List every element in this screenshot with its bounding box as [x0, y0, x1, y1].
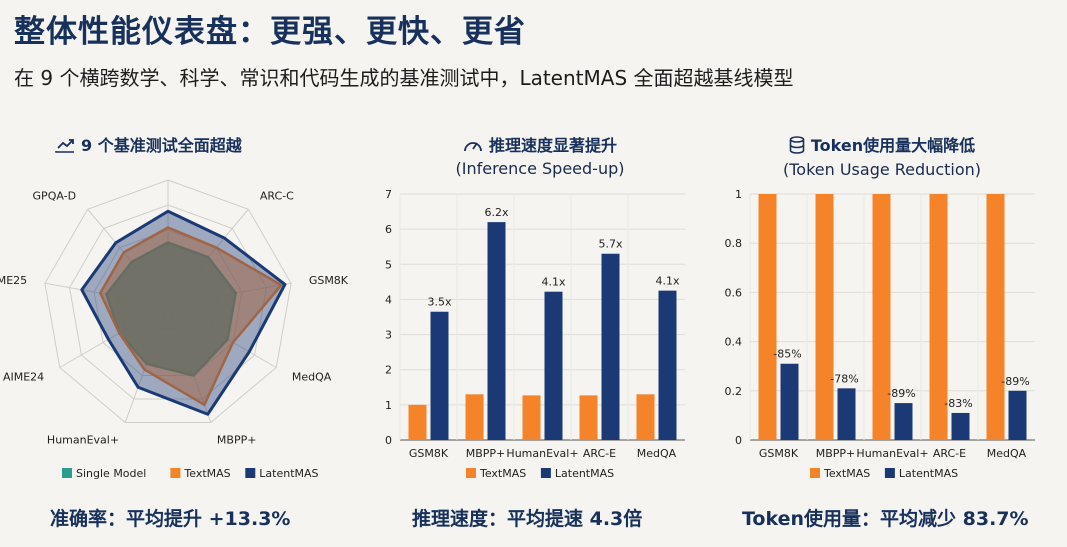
bar-value-label: 6.2x: [484, 206, 508, 219]
y-tick-label: 0.6: [725, 286, 743, 299]
bar-latentmas-gsm8k: [430, 311, 449, 440]
bar-value-label: 3.5x: [427, 296, 451, 309]
x-tick-label: MBPP+: [816, 447, 856, 460]
token-footer: Token使用量：平均减少 83.7%: [742, 508, 1029, 530]
legend-swatch: [810, 468, 820, 478]
legend-swatch: [540, 468, 551, 478]
y-tick-label: 6: [385, 223, 392, 236]
y-tick-label: 2: [385, 364, 392, 377]
legend-label: TextMAS: [479, 467, 526, 480]
bar-textmas-humaneval: [872, 194, 891, 440]
bar-latentmas-humaneval: [894, 403, 913, 440]
y-tick-label: 7: [385, 188, 392, 201]
bar-latentmas-gsm8k: [780, 363, 799, 440]
bar-value-label: 4.1x: [655, 275, 679, 288]
token-panel-title-en: (Token Usage Reduction): [782, 159, 981, 179]
bar-textmas-medqa: [636, 394, 655, 440]
legend-swatch: [466, 468, 476, 478]
bar-textmas-arce: [929, 194, 948, 440]
legend-label: LatentMAS: [555, 467, 614, 480]
speed-panel-title: 推理速度显著提升: [488, 136, 617, 155]
y-tick-label: 0.2: [725, 385, 743, 398]
page-title: 整体性能仪表盘：更强、更快、更省: [14, 14, 526, 50]
y-tick-label: 1: [735, 188, 742, 201]
bar-latentmas-medqa: [1008, 390, 1027, 440]
speed-panel-header: 推理速度显著提升 (Inference Speed-up): [430, 132, 650, 178]
x-tick-label: ARC-E: [933, 447, 966, 460]
bar-value-label: 4.1x: [541, 276, 565, 289]
bar-textmas-gsm8k: [408, 404, 427, 440]
legend-label: LatentMAS: [259, 467, 318, 480]
radar-axis-label: MBPP+: [217, 433, 257, 446]
bar-latentmas-medqa: [658, 290, 677, 440]
y-tick-label: 5: [385, 258, 392, 271]
speed-bar-chart: 0 1 2 3 4 5 6 7 3.5x GSM8K 6.2x MBPP+ 4.1x HumanEval+…: [385, 188, 685, 480]
bar-latentmas-arce: [601, 253, 620, 440]
speed-footer: 推理速度：平均提速 4.3倍: [412, 508, 643, 530]
legend-swatch: [62, 468, 72, 478]
radar-chart: ARC-EARC-CGSM8KMedQAMBPP+HumanEval+AIME2…: [0, 179, 349, 480]
legend-label: TextMAS: [823, 467, 870, 480]
y-tick-label: 1: [385, 399, 392, 412]
legend-label: Single Model: [76, 467, 146, 480]
trend-line-icon: [55, 137, 75, 157]
bar-textmas-medqa: [986, 194, 1005, 440]
bar-value-label: -83%: [944, 397, 972, 410]
radar-axis-label: MedQA: [292, 371, 332, 384]
radar-axis-label: AIME24: [3, 371, 44, 384]
radar-grid-ring: [44, 179, 292, 423]
speedometer-icon: [463, 137, 483, 157]
x-tick-label: MBPP+: [466, 447, 506, 460]
bar-textmas-gsm8k: [758, 194, 777, 440]
token-bar-chart: 0 0.2 0.4 0.6 0.8 1 -85% GSM8K -78% MBPP+ -89% Huma…: [725, 188, 1035, 480]
radar-series-latentmas: [80, 209, 287, 416]
radar-axis-label: GSM8K: [309, 274, 349, 287]
radar-axis-label: GPQA-D: [33, 189, 77, 202]
legend-swatch: [170, 468, 181, 478]
x-tick-label: ARC-E: [583, 447, 616, 460]
bar-value-label: -78%: [830, 372, 858, 385]
x-tick-label: HumanEval+: [856, 447, 928, 460]
x-tick-label: HumanEval+: [506, 447, 578, 460]
bar-value-label: -85%: [773, 348, 801, 361]
token-panel-header: Token使用量大幅降低 (Token Usage Reduction): [762, 132, 1002, 179]
bar-value-label: -89%: [1001, 375, 1029, 388]
bar-value-label: 5.7x: [598, 238, 622, 251]
accuracy-panel-title: 9 个基准测试全面超越: [81, 136, 242, 155]
bar-textmas-mbpp: [815, 194, 834, 440]
y-tick-label: 3: [385, 329, 392, 342]
token-panel-title: Token使用量大幅降低: [810, 136, 976, 155]
speed-panel-title-en: (Inference Speed-up): [455, 158, 625, 178]
accuracy-footer: 准确率：平均提升 +13.3%: [50, 508, 291, 530]
bar-latentmas-mbpp: [487, 222, 506, 440]
x-tick-label: GSM8K: [409, 447, 449, 460]
radar-axis-label: ARC-C: [260, 189, 294, 202]
bar-latentmas-humaneval: [544, 291, 563, 440]
page-subtitle: 在 9 个横跨数学、科学、常识和代码生成的基准测试中，LatentMAS 全面超…: [14, 66, 794, 90]
bar-textmas-mbpp: [465, 394, 484, 440]
legend-label: LatentMAS: [899, 467, 958, 480]
x-tick-label: MedQA: [637, 447, 677, 460]
bar-textmas-humaneval: [522, 395, 541, 440]
y-tick-label: 0: [385, 434, 392, 447]
legend-swatch: [245, 468, 256, 478]
legend-swatch: [884, 468, 895, 478]
y-tick-label: 0.8: [725, 237, 743, 250]
bar-latentmas-mbpp: [837, 388, 856, 440]
bar-value-label: -89%: [887, 387, 915, 400]
bar-latentmas-arce: [951, 412, 970, 440]
x-tick-label: MedQA: [987, 447, 1027, 460]
bar-textmas-arce: [579, 395, 598, 440]
radar-axis-label: HumanEval+: [47, 433, 119, 446]
radar-series-textmas: [99, 226, 283, 407]
legend-label: TextMAS: [183, 467, 230, 480]
y-tick-label: 4: [385, 293, 392, 306]
accuracy-panel-header: 9 个基准测试全面超越: [55, 132, 242, 157]
database-icon: [789, 135, 805, 158]
radar-axis-label: AIME25: [0, 274, 27, 287]
y-tick-label: 0.4: [725, 336, 743, 349]
y-tick-label: 0: [735, 434, 742, 447]
x-tick-label: GSM8K: [759, 447, 799, 460]
